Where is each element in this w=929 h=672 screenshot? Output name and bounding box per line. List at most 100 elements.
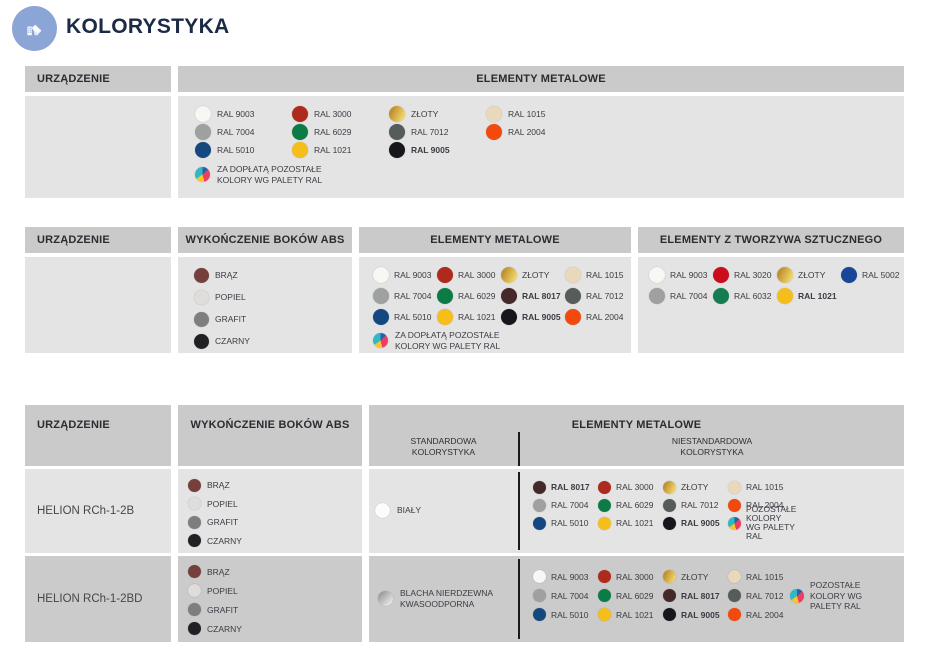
color-swatch-item: RAL 7012 (663, 496, 728, 514)
t3-row2-abs-cell: BRĄZ POPIEL GRAFIT CZARNY (178, 556, 362, 642)
color-swatch-label: RAL 9003 (394, 269, 432, 280)
color-swatch-item: RAL 1015 (728, 567, 793, 586)
color-swatch-dot (663, 480, 676, 494)
color-swatch-label: RAL 7004 (551, 590, 589, 601)
color-swatch-label: RAL 9003 (670, 269, 708, 280)
color-swatch-dot (728, 498, 741, 512)
color-swatch-dot (663, 498, 676, 512)
color-swatch-dot (486, 106, 502, 122)
page-logo (12, 6, 57, 51)
color-swatch-dot (389, 124, 405, 140)
color-swatch-item: RAL 3000 (437, 264, 501, 285)
color-swatch-label: RAL 9005 (522, 311, 561, 322)
color-swatch-dot (598, 498, 611, 512)
color-swatch-item: RAL 5010 (533, 605, 598, 624)
color-swatch-item: RAL 1015 (565, 264, 629, 285)
t3-row1-nonstandard-grid: RAL 8017 RAL 3000 ZŁOTY RAL 1015 RAL 700… (533, 478, 796, 541)
color-swatch-dot (292, 142, 308, 158)
color-swatch-dot (777, 287, 793, 304)
color-swatch-dot (501, 266, 517, 283)
color-swatch-label: RAL 5002 (862, 269, 900, 280)
color-swatch-label: BLACHA NIERDZEWNA KWASOODPORNA (400, 588, 494, 609)
t3-subheader-standard: STANDARDOWA KOLORYSTYKA (410, 436, 477, 457)
color-swatch-item: RAL 1015 (728, 478, 793, 496)
color-swatch-dot (598, 608, 611, 621)
t2-plastic-swatch-grid: RAL 9003 RAL 3020 ZŁOTY RAL 5002 RAL 700… (649, 264, 915, 306)
color-swatch-dot (389, 106, 405, 122)
color-swatch-dot (713, 287, 729, 304)
color-swatch-item: RAL 5010 (195, 141, 292, 159)
color-swatch-label: POZOSTAŁE KOLORY WG PALETY RAL (746, 504, 797, 541)
color-swatch-dot (777, 266, 793, 283)
color-swatch-label: POPIEL (207, 585, 238, 596)
color-swatch-label: RAL 1015 (508, 109, 546, 119)
color-swatch-label: RAL 7012 (411, 127, 449, 137)
color-swatch-label: GRAFIT (215, 314, 247, 324)
color-swatch-label: RAL 1021 (458, 311, 496, 322)
color-swatch-dot (649, 287, 665, 304)
color-swatch-label: RAL 2004 (586, 311, 624, 322)
color-swatch-item: RAL 9005 (389, 141, 486, 159)
device-name: HELION RCh-1-2BD (37, 593, 143, 605)
color-swatch-item: RAL 7004 (649, 285, 713, 306)
color-swatch-dot (373, 266, 389, 283)
color-swatch-label: ZŁOTY (681, 482, 709, 492)
color-swatch-label: RAL 6029 (616, 590, 654, 601)
color-swatch-item: RAL 7004 (373, 285, 437, 306)
abs-finish-item: POPIEL (194, 286, 354, 308)
color-swatch-label: RAL 1015 (746, 571, 784, 582)
color-swatch-item: ZŁOTY (501, 264, 565, 285)
color-swatch-dot (728, 608, 741, 621)
t1-metal-swatch-grid: RAL 9003 RAL 3000 ZŁOTY RAL 1015 RAL 700… (195, 105, 921, 159)
color-swatch-dot (728, 480, 741, 494)
t1-surcharge-note: ZA DOPŁATĄ POZOSTAŁE KOLORY WG PALETY RA… (195, 164, 921, 185)
color-swatch-dot (375, 503, 390, 518)
t1-device-list (25, 96, 171, 102)
color-swatch-item: RAL 9005 (663, 605, 728, 624)
color-swatch-item: RAL 7012 (565, 285, 629, 306)
color-swatch-dot (195, 142, 211, 158)
color-swatch-label: RAL 7012 (746, 590, 784, 601)
t3-row1-abs-list: BRĄZ POPIEL GRAFIT CZARNY (188, 476, 372, 550)
abs-finish-item: CZARNY (188, 532, 348, 551)
color-swatch-dot (533, 480, 546, 494)
color-swatch-label: CZARNY (215, 336, 250, 346)
color-swatch-dot (188, 534, 201, 548)
color-swatch-dot (663, 608, 676, 621)
color-swatch-label: RAL 7012 (586, 290, 624, 301)
color-swatch-label: ZŁOTY (411, 109, 439, 119)
t2-plastic-cell: RAL 9003 RAL 3020 ZŁOTY RAL 5002 RAL 700… (638, 257, 904, 353)
color-swatch-label: RAL 5010 (551, 518, 589, 528)
color-swatch-dot (188, 478, 201, 492)
color-swatch-item: RAL 6029 (598, 496, 663, 514)
color-swatch-item: RAL 1021 (777, 285, 841, 306)
surcharge-note-text: ZA DOPŁATĄ POZOSTAŁE KOLORY WG PALETY RA… (395, 330, 501, 351)
t3-header-device: URZĄDZENIE (25, 405, 171, 466)
t3-row1-metal-cell (369, 469, 904, 553)
abs-finish-item: GRAFIT (188, 513, 348, 532)
color-swatch-dot (533, 570, 546, 583)
t2-header-device: URZĄDZENIE (25, 227, 171, 253)
color-swatch-item: RAL 5002 (841, 264, 905, 285)
color-swatch-item: RAL 7004 (533, 496, 598, 514)
color-swatch-label: RAL 7004 (394, 290, 432, 301)
ral-palette-icon (195, 167, 210, 182)
color-swatch-label: RAL 7004 (670, 290, 708, 301)
color-swatch-label: BRĄZ (207, 566, 230, 577)
color-swatch-item: RAL 9005 (663, 514, 728, 532)
color-swatch-item: ZŁOTY (663, 478, 728, 496)
color-swatch-dot (533, 589, 546, 602)
color-swatch-label: RAL 5010 (217, 145, 255, 155)
color-swatch-dot (389, 142, 405, 158)
color-swatch-label: RAL 9003 (551, 571, 589, 582)
color-swatch-item: RAL 1021 (292, 141, 389, 159)
color-swatch-dot (194, 311, 209, 327)
color-swatch-dot (565, 308, 581, 325)
palette-swatch-fan-icon (22, 13, 48, 44)
row1-column-divider (518, 472, 520, 550)
color-swatch-dot (598, 589, 611, 602)
surcharge-note-text: ZA DOPŁATĄ POZOSTAŁE KOLORY WG PALETY RA… (217, 164, 323, 185)
color-swatch-dot (437, 266, 453, 283)
color-swatch-dot (486, 124, 502, 140)
color-swatch-dot (437, 308, 453, 325)
